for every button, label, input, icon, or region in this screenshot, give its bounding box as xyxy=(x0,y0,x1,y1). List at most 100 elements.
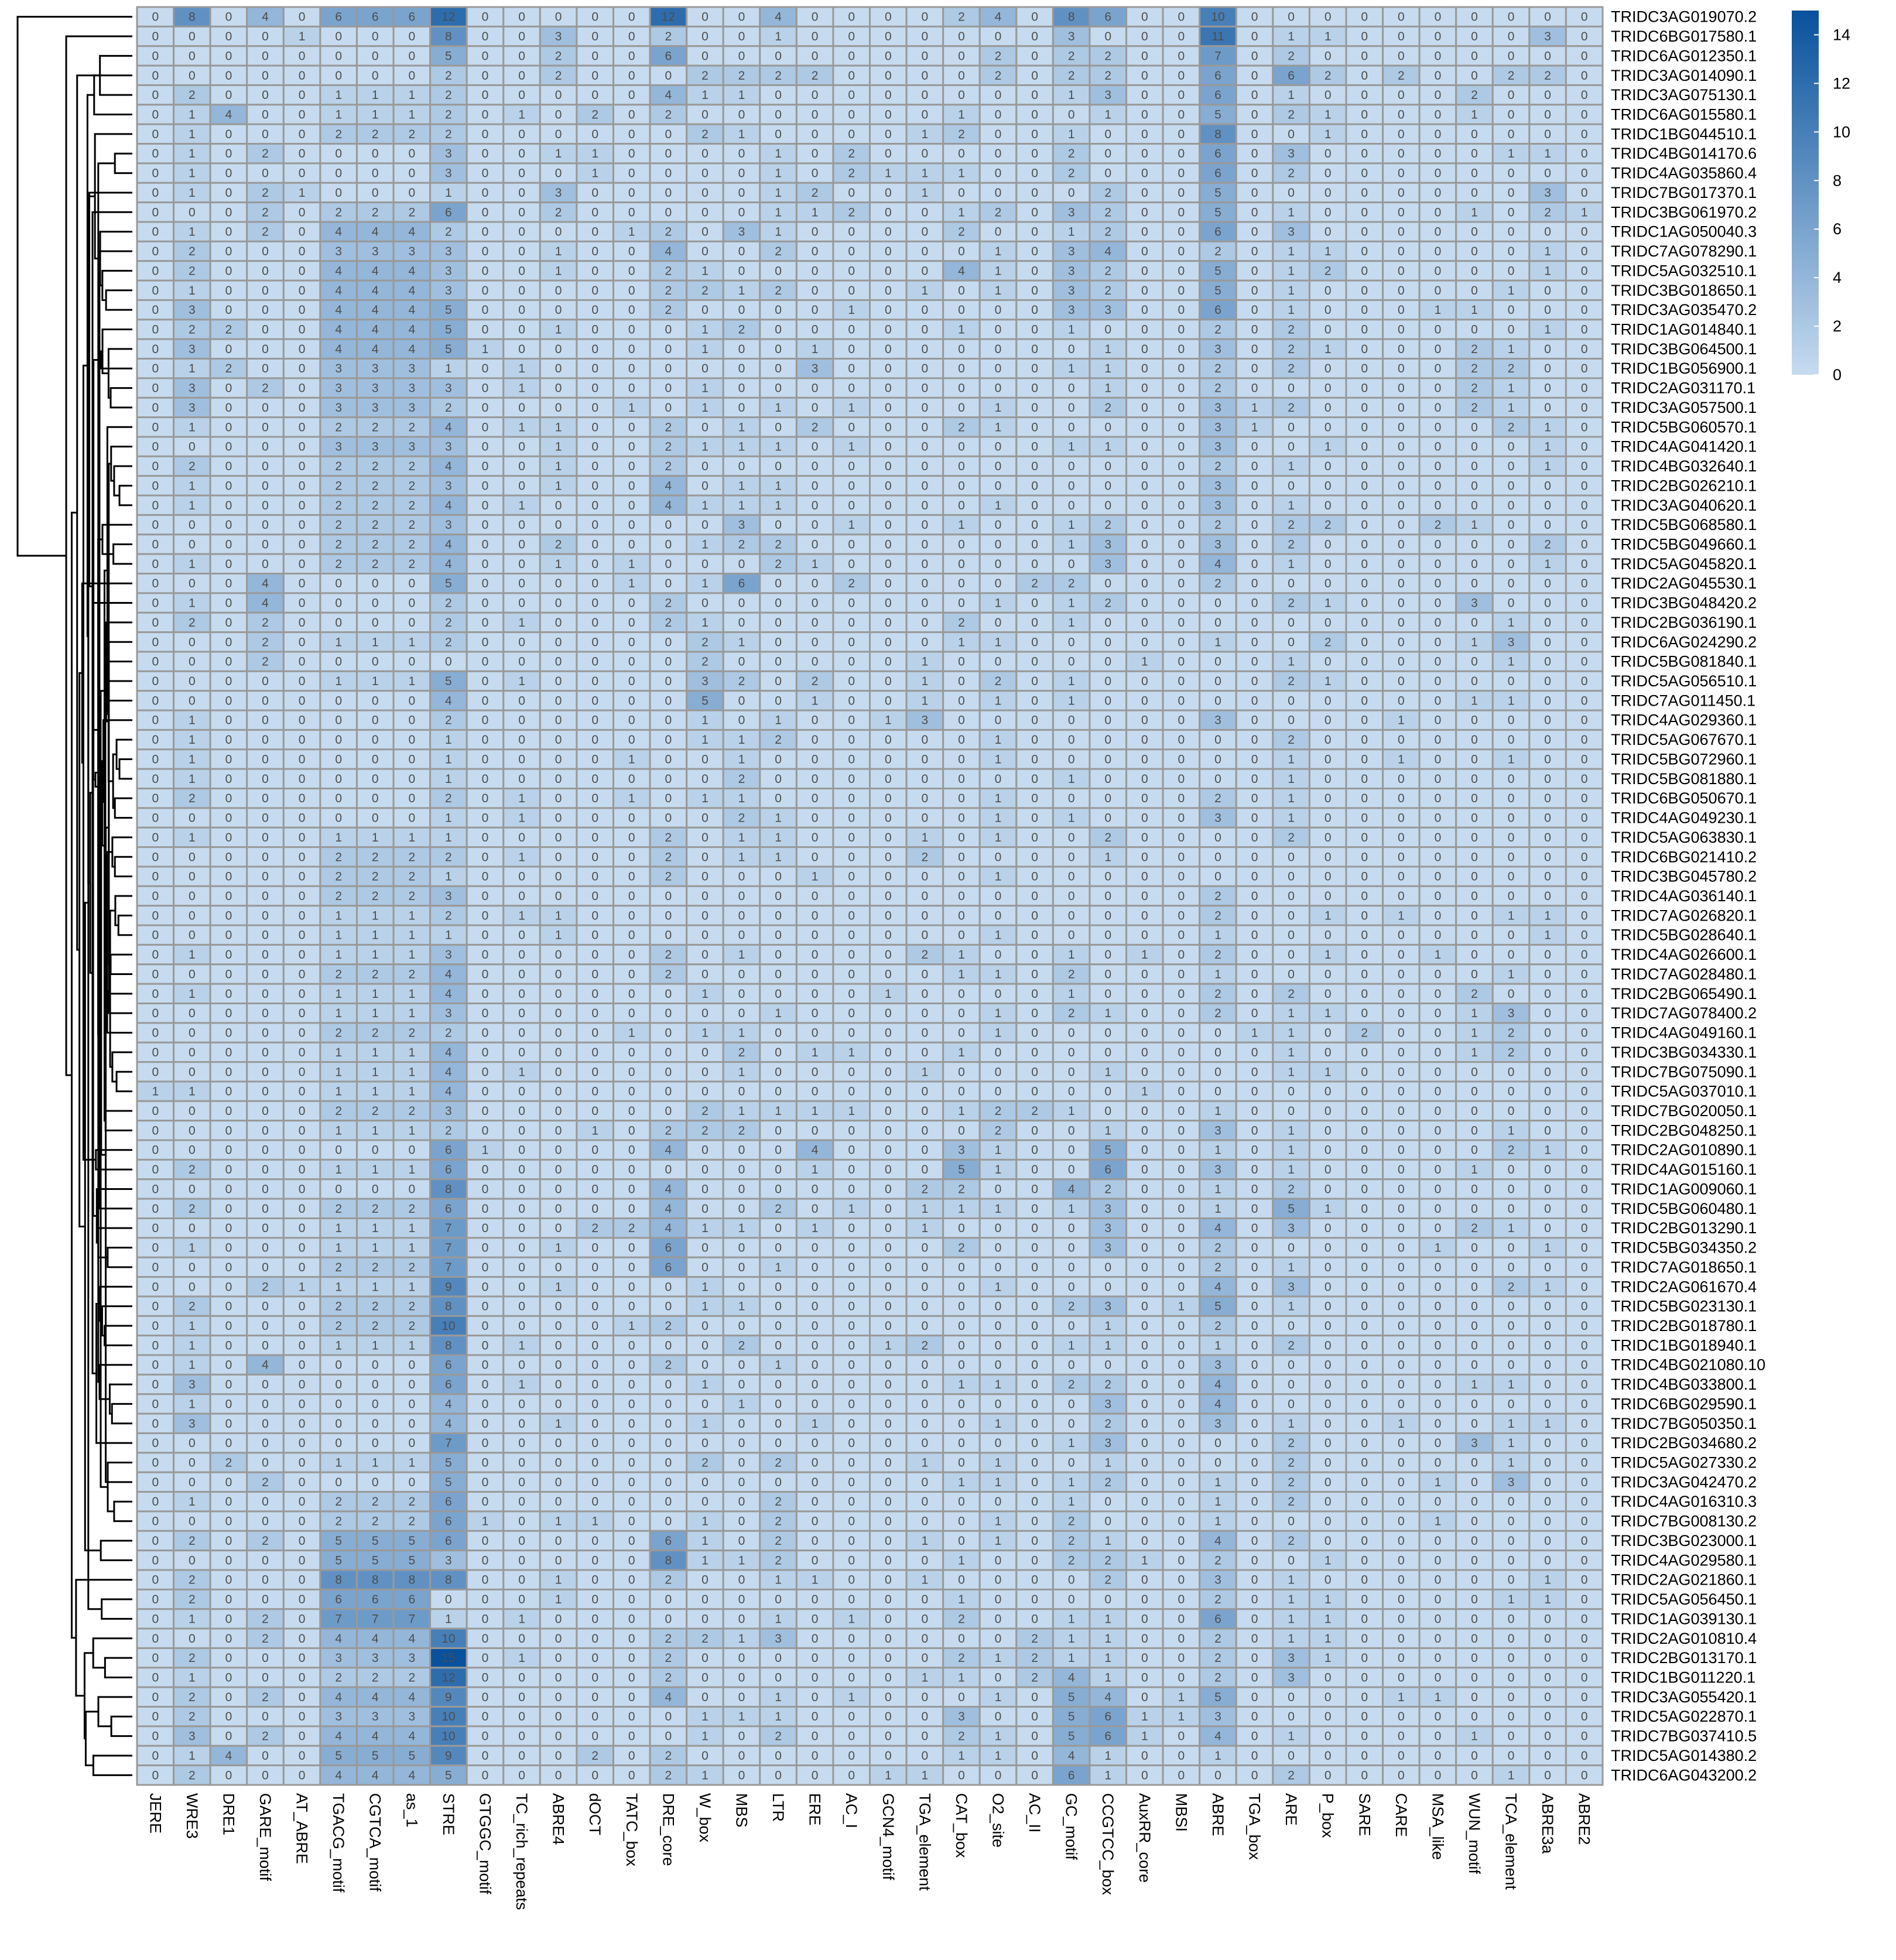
cell-value-label: 0 xyxy=(299,518,306,532)
cell-value-label: 0 xyxy=(995,909,1002,922)
cell-value-label: 0 xyxy=(1325,870,1332,884)
cell-value-label: 2 xyxy=(335,460,342,473)
cell-value-label: 0 xyxy=(628,382,635,395)
cell-value-label: 0 xyxy=(812,1027,819,1040)
heatmap-cell xyxy=(832,25,871,47)
cell-value-label: 0 xyxy=(591,1202,598,1216)
cell-value-label: 0 xyxy=(1398,206,1405,219)
cell-value-label: 0 xyxy=(1178,479,1185,492)
cell-value-label: 1 xyxy=(189,225,196,239)
cell-value-label: 0 xyxy=(1581,186,1588,200)
cell-value-label: 1 xyxy=(1325,675,1332,688)
cell-value-label: 1 xyxy=(958,1046,965,1059)
cell-value-label: 0 xyxy=(262,1144,269,1157)
dendrogram-branch xyxy=(112,543,132,565)
cell-value-label: 2 xyxy=(408,1104,415,1118)
cell-value-label: 0 xyxy=(591,1046,598,1059)
cell-value-label: 0 xyxy=(628,635,635,649)
cell-value-label: 0 xyxy=(1435,343,1442,356)
cell-value-label: 0 xyxy=(482,225,489,239)
cell-value-label: 0 xyxy=(555,401,562,415)
cell-value-label: 0 xyxy=(628,831,635,844)
cell-value-label: 0 xyxy=(262,792,269,805)
cell-value-label: 0 xyxy=(1581,967,1588,981)
cell-value-label: 0 xyxy=(299,1007,306,1020)
cell-value-label: 0 xyxy=(262,479,269,492)
cell-value-label: 2 xyxy=(408,850,415,864)
cell-value-label: 0 xyxy=(1178,831,1185,844)
cell-value-label: 0 xyxy=(555,948,562,962)
cell-value-label: 1 xyxy=(1104,362,1111,375)
cell-value-label: 0 xyxy=(1214,597,1221,610)
cell-value-label: 0 xyxy=(1361,616,1368,630)
cell-value-label: 3 xyxy=(372,245,379,258)
cell-value-label: 0 xyxy=(1141,1144,1148,1157)
cell-value-label: 0 xyxy=(848,890,855,903)
cell-value-label: 2 xyxy=(189,88,196,102)
cell-value-label: 0 xyxy=(555,987,562,1001)
cell-value-label: 3 xyxy=(445,284,452,297)
cell-value-label: 0 xyxy=(1435,1104,1442,1118)
cell-value-label: 0 xyxy=(1288,890,1295,903)
cell-value-label: 0 xyxy=(1141,694,1148,707)
cell-value-label: 0 xyxy=(1581,420,1588,434)
cell-value-label: 0 xyxy=(1104,909,1111,922)
cell-value-label: 0 xyxy=(1471,1085,1478,1099)
cell-value-label: 2 xyxy=(372,518,379,532)
cell-value-label: 0 xyxy=(1104,733,1111,747)
cell-value-label: 1 xyxy=(848,440,855,454)
cell-value-label: 0 xyxy=(482,772,489,786)
cell-value-label: 0 xyxy=(262,499,269,512)
dendrogram-branch xyxy=(110,446,132,482)
cell-value-label: 0 xyxy=(812,264,819,278)
cell-value-label: 2 xyxy=(262,186,269,200)
cell-value-label: 1 xyxy=(738,752,745,766)
cell-value-label: 1 xyxy=(958,206,965,219)
cell-value-label: 0 xyxy=(885,655,892,669)
cell-value-label: 0 xyxy=(299,870,306,884)
dendrogram-branch xyxy=(107,1247,132,1268)
cell-value-label: 0 xyxy=(812,11,819,24)
cell-value-label: 2 xyxy=(445,225,452,239)
cell-value-label: 0 xyxy=(1398,11,1405,24)
cell-value-label: 0 xyxy=(482,186,489,200)
heatmap-cells: 0 8 0 4 0 6 6 6 12 0 0 0 0 0 12 0 0 4 0 0 0 0 2 4 0 8 6 0 0 10 0 0 0 0 0 0 0… xyxy=(136,6,1604,1786)
cell-value-label: 0 xyxy=(1325,11,1332,24)
cell-value-label: 2 xyxy=(995,1124,1002,1137)
cell-value-label: 0 xyxy=(189,69,196,83)
dendrogram-branch xyxy=(99,1285,132,1322)
cell-value-label: 0 xyxy=(518,752,525,766)
cell-value-label: 0 xyxy=(591,323,598,336)
cell-value-label: 0 xyxy=(1104,967,1111,981)
cell-value-label: 0 xyxy=(1471,420,1478,434)
cell-value-label: 1 xyxy=(1544,420,1551,434)
cell-value-label: 0 xyxy=(1251,108,1258,121)
cell-value-label: 0 xyxy=(262,128,269,141)
cell-value-label: 0 xyxy=(848,967,855,981)
cell-value-label: 0 xyxy=(1141,1104,1148,1118)
cell-value-label: 0 xyxy=(701,362,709,375)
cell-value-label: 3 xyxy=(738,225,745,239)
cell-value-label: 0 xyxy=(665,323,672,336)
cell-value-label: 1 xyxy=(1104,343,1111,356)
cell-value-label: 0 xyxy=(1104,1104,1111,1118)
cell-value-label: 0 xyxy=(262,772,269,786)
cell-value-label: 0 xyxy=(189,518,196,532)
cell-value-label: 0 xyxy=(1214,1046,1221,1059)
cell-value-label: 0 xyxy=(299,343,306,356)
cell-value-label: 0 xyxy=(152,167,159,180)
cell-value-label: 0 xyxy=(299,909,306,922)
cell-value-label: 0 xyxy=(299,948,306,962)
cell-value-label: 0 xyxy=(1251,440,1258,454)
cell-value-label: 0 xyxy=(1178,987,1185,1001)
cell-value-label: 0 xyxy=(738,303,745,317)
cell-value-label: 1 xyxy=(518,362,525,375)
cell-value-label: 0 xyxy=(775,792,782,805)
cell-value-label: 0 xyxy=(1178,577,1185,590)
cell-value-label: 0 xyxy=(1361,323,1368,336)
cell-value-label: 1 xyxy=(408,1085,415,1099)
cell-value-label: 0 xyxy=(518,518,525,532)
dendrogram-branch xyxy=(111,1403,132,1425)
cell-value-label: 0 xyxy=(1031,108,1038,121)
cell-value-label: 0 xyxy=(1361,49,1368,63)
